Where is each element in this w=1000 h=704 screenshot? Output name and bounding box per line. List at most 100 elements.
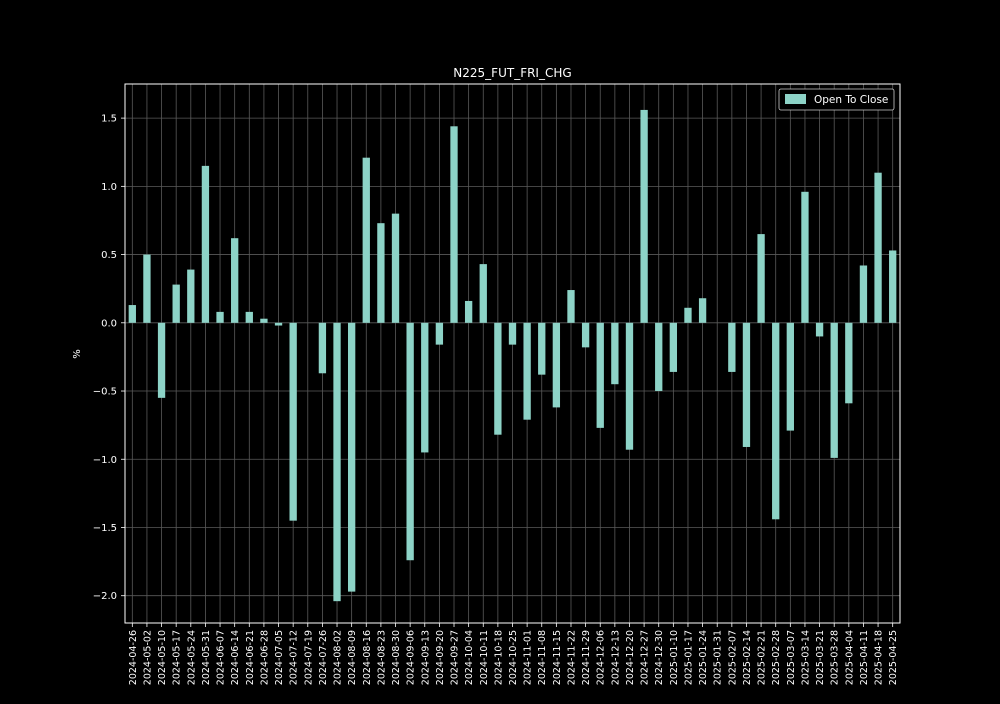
x-tick-label: 2025-03-07 xyxy=(786,630,797,685)
bar xyxy=(728,323,735,372)
bar xyxy=(494,323,501,435)
y-tick-label: 1.0 xyxy=(101,182,117,193)
bar xyxy=(275,323,282,326)
bar xyxy=(743,323,750,447)
y-tick-label: −2.0 xyxy=(93,591,117,602)
bar xyxy=(143,255,150,323)
bar xyxy=(757,234,764,323)
x-tick-label: 2024-10-11 xyxy=(479,630,490,685)
x-tick-label: 2024-12-27 xyxy=(640,630,651,685)
bar xyxy=(787,323,794,431)
x-tick-label: 2025-01-24 xyxy=(698,630,709,685)
bar xyxy=(319,323,326,373)
x-tick-label: 2024-09-06 xyxy=(406,630,417,685)
x-tick-label: 2024-08-16 xyxy=(362,630,373,685)
y-axis-label: % xyxy=(72,349,83,359)
bar xyxy=(626,323,633,450)
x-tick-label: 2024-07-12 xyxy=(289,630,300,685)
x-tick-label: 2025-01-31 xyxy=(713,630,724,685)
y-tick-label: 0.0 xyxy=(101,318,117,329)
bar xyxy=(246,312,253,323)
x-tick-label: 2024-05-31 xyxy=(201,630,212,685)
y-tick-label: −1.0 xyxy=(93,455,117,466)
x-tick-label: 2024-06-14 xyxy=(230,630,241,685)
x-tick-label: 2025-03-14 xyxy=(800,630,811,685)
x-tick-label: 2024-08-09 xyxy=(347,630,358,685)
x-tick-label: 2024-07-05 xyxy=(274,630,285,685)
bar xyxy=(202,166,209,323)
bar xyxy=(816,323,823,337)
bar xyxy=(845,323,852,404)
bar xyxy=(216,312,223,323)
bar xyxy=(436,323,443,345)
x-tick-label: 2024-04-26 xyxy=(128,630,139,685)
bar xyxy=(772,323,779,519)
x-tick-label: 2024-05-24 xyxy=(186,630,197,685)
x-tick-label: 2024-10-25 xyxy=(508,630,519,685)
x-tick-label: 2025-04-04 xyxy=(844,630,855,685)
bar xyxy=(670,323,677,372)
x-tick-label: 2024-11-08 xyxy=(537,630,548,685)
bar xyxy=(158,323,165,398)
x-tick-label: 2024-05-02 xyxy=(142,630,153,685)
legend-label: Open To Close xyxy=(814,94,888,106)
bar xyxy=(392,214,399,323)
legend: Open To Close xyxy=(779,89,894,110)
x-tick-label: 2024-06-28 xyxy=(259,630,270,685)
bar xyxy=(363,158,370,323)
x-tick-label: 2024-12-13 xyxy=(610,630,621,685)
bar xyxy=(640,110,647,323)
x-tick-label: 2024-11-01 xyxy=(523,630,534,685)
x-tick-label: 2025-03-28 xyxy=(830,630,841,685)
x-tick-label: 2025-02-28 xyxy=(771,630,782,685)
bar xyxy=(406,323,413,560)
bar xyxy=(509,323,516,345)
legend-swatch xyxy=(785,94,806,104)
x-tick-label: 2024-09-13 xyxy=(420,630,431,685)
x-tick-label: 2024-12-30 xyxy=(654,630,665,685)
bar xyxy=(129,305,136,323)
x-tick-label: 2024-10-04 xyxy=(464,630,475,685)
x-tick-label: 2025-02-07 xyxy=(727,630,738,685)
x-tick-label: 2025-03-21 xyxy=(815,630,826,685)
bar xyxy=(465,301,472,323)
x-tick-label: 2024-12-20 xyxy=(625,630,636,685)
bar xyxy=(567,290,574,323)
bar xyxy=(523,323,530,420)
bar xyxy=(582,323,589,348)
bar xyxy=(348,323,355,592)
bar xyxy=(611,323,618,384)
bar xyxy=(699,298,706,323)
x-tick-label: 2025-01-17 xyxy=(683,630,694,685)
x-tick-label: 2024-07-19 xyxy=(303,630,314,685)
x-tick-label: 2024-11-22 xyxy=(566,630,577,685)
bar xyxy=(801,192,808,323)
chart-title: N225_FUT_FRI_CHG xyxy=(453,66,571,80)
x-tick-label: 2025-04-25 xyxy=(888,630,899,685)
x-tick-label: 2025-04-18 xyxy=(874,630,885,685)
x-tick-label: 2024-11-29 xyxy=(581,630,592,685)
bar xyxy=(187,270,194,323)
bar xyxy=(231,238,238,323)
bar xyxy=(889,250,896,322)
y-tick-label: −0.5 xyxy=(93,387,117,398)
bar xyxy=(421,323,428,453)
x-tick-label: 2024-08-02 xyxy=(333,630,344,685)
x-tick-label: 2024-12-06 xyxy=(596,630,607,685)
bar xyxy=(684,308,691,323)
x-tick-label: 2024-10-18 xyxy=(493,630,504,685)
x-tick-label: 2024-09-20 xyxy=(435,630,446,685)
bar xyxy=(860,265,867,322)
x-tick-label: 2024-06-21 xyxy=(245,630,256,685)
x-tick-label: 2024-07-26 xyxy=(318,630,329,685)
x-tick-label: 2025-02-21 xyxy=(757,630,768,685)
x-tick-label: 2024-05-10 xyxy=(157,630,168,685)
bar xyxy=(333,323,340,601)
x-tick-label: 2024-09-27 xyxy=(450,630,461,685)
bar xyxy=(538,323,545,375)
bar xyxy=(480,264,487,323)
x-tick-label: 2024-11-15 xyxy=(552,630,563,685)
bar xyxy=(260,319,267,323)
